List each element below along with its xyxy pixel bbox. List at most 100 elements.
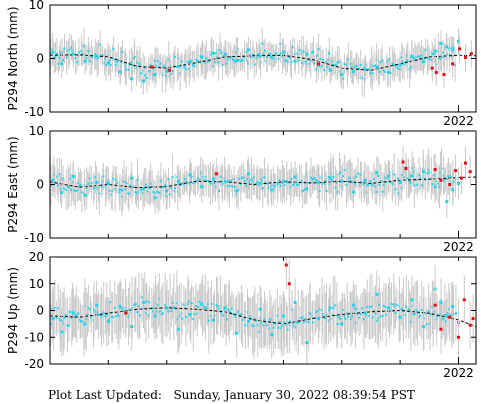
data-point	[311, 321, 314, 324]
data-point	[404, 314, 407, 317]
data-point	[339, 171, 342, 174]
data-point	[420, 309, 423, 312]
data-point	[217, 61, 220, 64]
data-point	[190, 302, 193, 305]
data-point	[315, 68, 318, 71]
data-point	[184, 316, 187, 319]
data-point	[346, 312, 349, 315]
data-point	[261, 42, 264, 45]
data-point	[252, 180, 255, 183]
data-point	[130, 61, 133, 64]
x-tick-label: 2022	[443, 366, 474, 380]
data-point	[63, 316, 66, 319]
recent-data-point	[433, 303, 437, 307]
data-point	[424, 49, 427, 52]
data-point	[410, 174, 414, 178]
data-point	[104, 186, 107, 189]
data-point	[117, 59, 120, 62]
data-point	[225, 62, 228, 65]
data-point	[438, 56, 441, 59]
data-point	[159, 310, 162, 313]
panel-east: -10 0 10 2022 P294 East (mm)	[6, 124, 477, 254]
data-point	[213, 181, 216, 184]
data-point	[412, 313, 415, 316]
data-point	[286, 328, 289, 331]
data-point	[210, 302, 213, 305]
recent-data-point	[287, 282, 291, 286]
recent-data-point	[430, 66, 434, 70]
data-point	[256, 181, 259, 184]
data-point	[339, 70, 342, 73]
data-point	[132, 185, 135, 188]
y-tick-label: -20	[24, 357, 44, 371]
data-point	[439, 313, 442, 316]
series-recent	[124, 257, 475, 362]
data-point	[394, 64, 397, 67]
data-point	[316, 180, 320, 184]
data-point	[158, 65, 161, 68]
data-point	[295, 321, 298, 324]
data-point	[398, 315, 402, 319]
data-point	[50, 52, 52, 55]
data-point	[215, 304, 218, 307]
data-point	[183, 183, 186, 186]
data-point	[108, 59, 111, 62]
data-point	[117, 314, 120, 317]
data-point	[213, 61, 216, 64]
data-point	[118, 188, 122, 192]
data-point	[240, 177, 243, 180]
data-point	[76, 61, 79, 64]
data-point	[167, 310, 170, 313]
data-point	[259, 317, 262, 320]
data-point	[394, 312, 397, 315]
data-point	[88, 50, 91, 53]
data-point	[316, 310, 319, 313]
data-point	[350, 318, 353, 321]
data-point	[227, 308, 230, 311]
data-point	[231, 58, 234, 61]
data-point	[388, 171, 391, 174]
data-point	[332, 175, 335, 178]
data-point	[355, 175, 358, 178]
data-point	[165, 189, 169, 193]
data-point	[304, 60, 307, 63]
data-point	[334, 64, 337, 67]
data-point	[226, 184, 229, 187]
data-point	[323, 316, 326, 319]
data-point	[188, 182, 191, 185]
data-point	[433, 49, 437, 53]
data-point	[448, 54, 451, 57]
data-point	[99, 313, 102, 316]
data-point	[274, 322, 277, 325]
data-point	[416, 183, 419, 186]
data-point	[209, 315, 212, 318]
data-point	[105, 182, 108, 185]
data-point	[258, 331, 261, 334]
recent-data-point	[468, 170, 472, 174]
data-point	[286, 60, 289, 63]
daily-solution-cloud	[50, 28, 457, 98]
data-point	[96, 311, 99, 314]
data-point	[395, 303, 398, 306]
data-point	[377, 175, 380, 178]
data-point	[55, 53, 58, 56]
data-point	[433, 185, 437, 189]
data-point	[144, 183, 147, 186]
data-point	[193, 313, 196, 316]
data-point	[420, 54, 423, 57]
data-point	[220, 51, 223, 54]
data-point	[374, 312, 377, 315]
data-point	[438, 185, 441, 188]
data-point	[248, 315, 251, 318]
data-point	[243, 180, 246, 183]
data-point	[79, 320, 82, 323]
data-point	[288, 320, 291, 323]
data-point	[187, 60, 190, 63]
data-point	[269, 52, 272, 55]
data-point	[67, 324, 70, 327]
data-point	[59, 319, 62, 322]
data-point	[329, 172, 332, 175]
data-point	[280, 327, 283, 330]
data-point	[197, 306, 200, 309]
data-point	[431, 183, 434, 186]
